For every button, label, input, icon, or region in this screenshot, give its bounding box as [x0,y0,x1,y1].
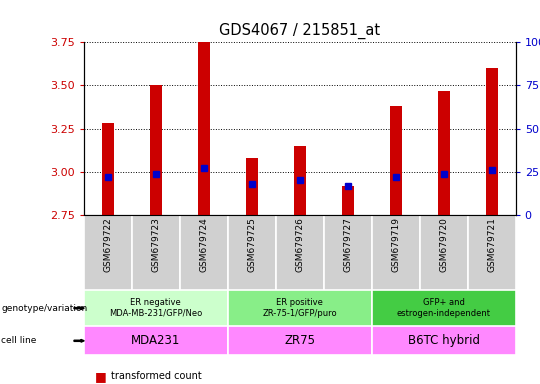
Text: cell line: cell line [1,336,37,345]
Bar [228,290,372,326]
Bar [84,215,132,290]
Text: genotype/variation: genotype/variation [1,304,87,313]
Text: transformed count: transformed count [111,371,201,381]
Text: GSM679720: GSM679720 [439,217,448,272]
Title: GDS4067 / 215851_at: GDS4067 / 215851_at [219,23,380,40]
Bar [84,326,228,355]
Bar [438,91,450,215]
Bar [228,326,372,355]
Bar [102,124,114,215]
Bar [485,68,498,215]
Text: GSM679727: GSM679727 [343,217,352,272]
Text: MDA231: MDA231 [131,334,180,347]
Bar [372,326,516,355]
Text: ER negative
MDA-MB-231/GFP/Neo: ER negative MDA-MB-231/GFP/Neo [109,298,202,318]
Text: GSM679719: GSM679719 [391,217,400,272]
Text: ER positive
ZR-75-1/GFP/puro: ER positive ZR-75-1/GFP/puro [262,298,337,318]
Text: GSM679724: GSM679724 [199,217,208,272]
Bar [468,215,516,290]
Bar [276,215,323,290]
Text: GSM679722: GSM679722 [103,217,112,272]
Bar [228,215,276,290]
Text: GSM679721: GSM679721 [487,217,496,272]
Text: GSM679725: GSM679725 [247,217,256,272]
Bar [294,146,306,215]
Bar [342,186,354,215]
Text: ■: ■ [94,370,106,383]
Bar [132,215,180,290]
Bar [246,158,258,215]
Text: GSM679723: GSM679723 [151,217,160,272]
Bar [180,215,228,290]
Bar [390,106,402,215]
Text: B6TC hybrid: B6TC hybrid [408,334,480,347]
Text: GFP+ and
estrogen-independent: GFP+ and estrogen-independent [397,298,491,318]
Text: GSM679726: GSM679726 [295,217,304,272]
Bar [150,85,161,215]
Bar [198,42,210,215]
Bar [372,215,420,290]
Bar [84,290,228,326]
Bar [372,290,516,326]
Bar [420,215,468,290]
Bar [323,215,372,290]
Text: ZR75: ZR75 [284,334,315,347]
